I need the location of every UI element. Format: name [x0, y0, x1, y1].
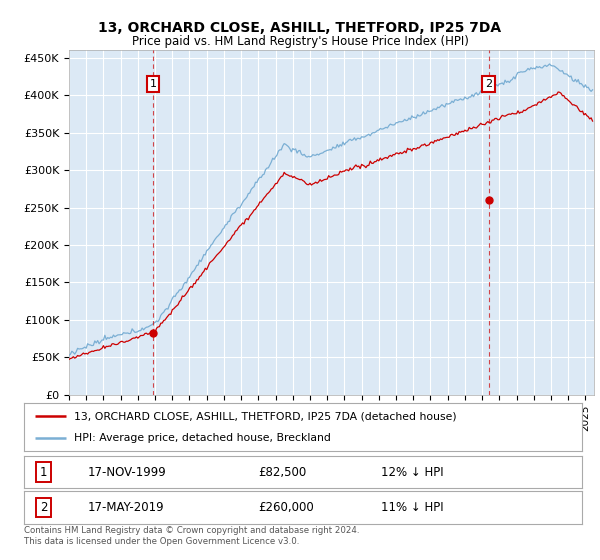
Text: £260,000: £260,000: [259, 501, 314, 514]
Text: 2: 2: [485, 79, 492, 89]
Text: 11% ↓ HPI: 11% ↓ HPI: [381, 501, 444, 514]
Text: 1: 1: [149, 79, 157, 89]
Text: £82,500: £82,500: [259, 465, 307, 479]
Text: Contains HM Land Registry data © Crown copyright and database right 2024.
This d: Contains HM Land Registry data © Crown c…: [24, 526, 359, 546]
Text: 13, ORCHARD CLOSE, ASHILL, THETFORD, IP25 7DA: 13, ORCHARD CLOSE, ASHILL, THETFORD, IP2…: [98, 21, 502, 35]
Text: 13, ORCHARD CLOSE, ASHILL, THETFORD, IP25 7DA (detached house): 13, ORCHARD CLOSE, ASHILL, THETFORD, IP2…: [74, 411, 457, 421]
Text: 17-MAY-2019: 17-MAY-2019: [88, 501, 165, 514]
Text: 2: 2: [40, 501, 47, 514]
Text: 1: 1: [40, 465, 47, 479]
Text: 17-NOV-1999: 17-NOV-1999: [88, 465, 167, 479]
Text: 12% ↓ HPI: 12% ↓ HPI: [381, 465, 444, 479]
Text: Price paid vs. HM Land Registry's House Price Index (HPI): Price paid vs. HM Land Registry's House …: [131, 35, 469, 48]
Text: HPI: Average price, detached house, Breckland: HPI: Average price, detached house, Brec…: [74, 433, 331, 443]
